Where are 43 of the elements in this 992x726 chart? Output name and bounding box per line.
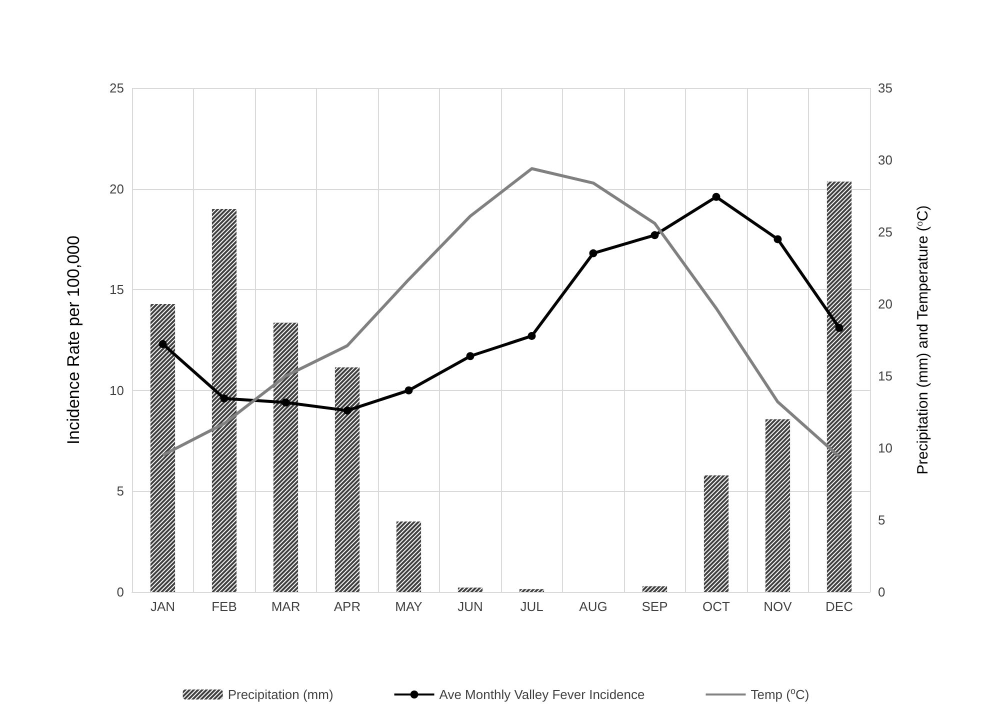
y-tick-label: 15	[110, 282, 124, 298]
point	[158, 340, 167, 348]
point	[774, 235, 782, 244]
point	[712, 192, 720, 201]
legend-label: Ave Monthly Valley Fever Incidence	[439, 687, 645, 702]
y-tick-label: 20	[110, 181, 124, 196]
x-tick-label: JUL	[520, 599, 544, 614]
y2-tick-label: 15	[878, 368, 892, 384]
y2-tick-label: 5	[878, 512, 886, 528]
x-tick-label: JUN	[458, 599, 483, 614]
legend-label: Precipitation (mm)	[228, 687, 334, 702]
point	[835, 324, 844, 332]
x-tick-label: AUG	[579, 599, 608, 614]
x-tick-label: APR	[334, 599, 361, 614]
y-tick-label: 25	[110, 80, 124, 96]
y2-tick-label: 10	[878, 440, 892, 456]
y-axis-title: Incidence Rate per 100,000	[64, 236, 83, 444]
x-tick-label: NOV	[764, 599, 792, 614]
y-tick-label: 5	[116, 484, 124, 499]
x-tick-label: MAR	[271, 599, 300, 614]
point	[466, 352, 474, 360]
line-series	[161, 167, 841, 458]
x-tick-label: JAN	[150, 599, 176, 614]
y2-tick-label: 35	[878, 80, 892, 96]
y2-tick-label: 25	[878, 224, 892, 240]
x-tick-label: SEP	[642, 599, 668, 614]
point	[650, 231, 659, 240]
x-tick-label: DEC	[826, 599, 853, 614]
y2-tick-label: 30	[878, 152, 892, 168]
point	[282, 398, 290, 406]
point	[220, 394, 228, 402]
point	[404, 386, 413, 394]
y-tick-label: 10	[110, 382, 124, 398]
y2-tick-label: 20	[878, 296, 892, 312]
x-tick-label: MAY	[395, 599, 423, 614]
y2-axis-title: Precipitation (mm) and Temperature (oC)	[914, 205, 932, 474]
point	[589, 249, 598, 258]
x-tick-label: FEB	[212, 599, 237, 614]
y-tick-label: 0	[116, 584, 124, 600]
point	[528, 332, 536, 340]
x-tick-label: OCT	[702, 599, 730, 614]
y2-tick-label: 0	[878, 584, 886, 600]
point	[343, 406, 352, 415]
